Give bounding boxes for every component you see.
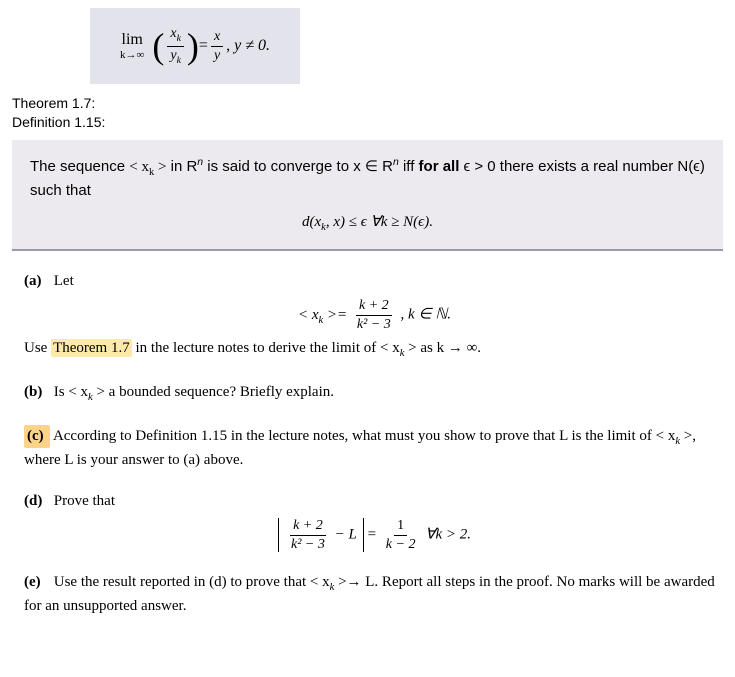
question-b: (b) Is < xk > a bounded sequence? Briefl…	[24, 382, 725, 406]
qa-fraction: k + 2 k² − 3	[354, 298, 394, 332]
qa-instruction: Use Theorem 1.7 in the lecture notes to …	[24, 338, 725, 362]
theorem-label: Theorem 1.7:	[12, 95, 735, 111]
qe-label: (e)	[24, 572, 50, 593]
definition-formula: d(xk, x) ≤ ϵ ∀k ≥ N(ϵ).	[30, 212, 705, 235]
qc-label: (c)	[24, 425, 50, 448]
lim-text: lim	[122, 31, 143, 49]
qd-frac2: 1 k − 2	[383, 518, 419, 552]
fraction-xy: x y	[211, 29, 223, 63]
qa-sequence: < xk >= k + 2 k² − 3 , k ∈ ℕ.	[24, 298, 725, 332]
lim-sub: k→∞	[120, 49, 144, 61]
limit-symbol: lim k→∞	[120, 31, 144, 61]
qd-abs: k + 2 k² − 3 − L	[278, 518, 364, 552]
question-d: (d) Prove that k + 2 k² − 3 − L = 1 k − …	[24, 491, 725, 552]
fraction-xk-yk: xk yk	[167, 26, 184, 66]
question-e: (e) Use the result reported in (d) to pr…	[24, 572, 725, 617]
definition-label: Definition 1.15:	[12, 114, 735, 130]
qd-frac1: k + 2 k² − 3	[288, 518, 328, 552]
top-eq-tail: , y ≠ 0.	[226, 37, 270, 55]
qa-highlight: Theorem 1.7	[51, 339, 132, 357]
top-equation: lim k→∞ ( xk yk ) = x y , y ≠ 0.	[120, 26, 270, 66]
definition-text: The sequence < xk > in Rn is said to con…	[30, 155, 705, 202]
qa-label: (a)	[24, 271, 50, 292]
qd-equation: k + 2 k² − 3 − L = 1 k − 2 ∀k > 2.	[24, 518, 725, 552]
equals: =	[199, 37, 208, 55]
qd-prove: Prove that	[54, 493, 115, 509]
qd-label: (d)	[24, 491, 50, 512]
definition-box: The sequence < xk > in Rn is said to con…	[12, 140, 723, 251]
qa-let: Let	[54, 273, 74, 289]
question-a: (a) Let < xk >= k + 2 k² − 3 , k ∈ ℕ. Us…	[24, 271, 725, 361]
top-equation-box: lim k→∞ ( xk yk ) = x y , y ≠ 0.	[90, 8, 300, 84]
question-c: (c) According to Definition 1.15 in the …	[24, 425, 725, 471]
qb-label: (b)	[24, 382, 50, 403]
paren-fraction: ( xk yk )	[152, 26, 199, 66]
